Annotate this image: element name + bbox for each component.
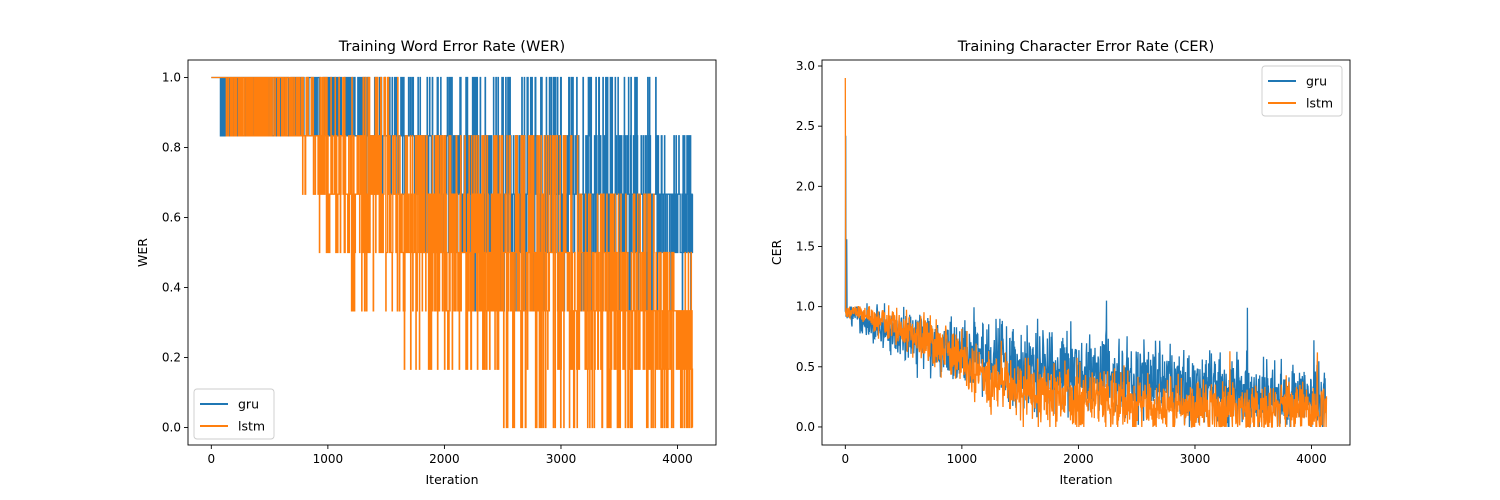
x-tick-label: 2000 bbox=[429, 452, 460, 466]
y-tick-label: 0.6 bbox=[162, 211, 181, 225]
x-tick-label: 1000 bbox=[313, 452, 344, 466]
y-tick-label: 1.0 bbox=[796, 300, 815, 314]
y-tick-label: 0.2 bbox=[162, 351, 181, 365]
x-tick-label: 3000 bbox=[546, 452, 577, 466]
series-group bbox=[844, 77, 1328, 428]
y-tick-label: 2.5 bbox=[796, 119, 815, 133]
plot-frame bbox=[187, 59, 717, 446]
chart-panel-1: Training Word Error Rate (WER) 0 1000 2000 3… bbox=[135, 39, 717, 487]
series-line-lstm bbox=[211, 76, 694, 429]
x-axis-label: Iteration bbox=[425, 472, 478, 487]
chart-panel-2: Training Character Error Rate (CER) 0 1000… bbox=[769, 39, 1351, 487]
series-line-lstm bbox=[844, 77, 1328, 428]
x-tick-label: 4000 bbox=[662, 452, 693, 466]
chart-title: Training Word Error Rate (WER) bbox=[338, 39, 565, 55]
y-tick-label: 0.0 bbox=[162, 421, 181, 435]
x-tick-label: 4000 bbox=[1296, 452, 1327, 466]
y-axis-label: CER bbox=[769, 240, 784, 266]
legend-label-gru: gru bbox=[238, 397, 259, 412]
legend-label-gru: gru bbox=[1306, 74, 1327, 89]
plot-frame bbox=[821, 59, 1351, 446]
x-tick-label: 1000 bbox=[947, 452, 978, 466]
y-tick-label: 1.0 bbox=[162, 71, 181, 85]
y-tick-label: 0.5 bbox=[796, 360, 815, 374]
y-tick-label: 0.4 bbox=[162, 281, 181, 295]
y-tick-label: 0.0 bbox=[796, 420, 815, 434]
x-tick-label: 2000 bbox=[1063, 452, 1094, 466]
chart-title: Training Character Error Rate (CER) bbox=[957, 39, 1215, 55]
y-tick-label: 1.5 bbox=[796, 239, 815, 253]
legend: gru lstm bbox=[1261, 65, 1343, 117]
series-group bbox=[211, 76, 694, 429]
y-axis-label: WER bbox=[135, 238, 150, 267]
legend: gru lstm bbox=[193, 388, 275, 440]
x-axis-label: Iteration bbox=[1059, 472, 1112, 487]
legend-label-lstm: lstm bbox=[1306, 96, 1333, 111]
y-tick-label: 3.0 bbox=[796, 59, 815, 73]
y-tick-label: 0.8 bbox=[162, 141, 181, 155]
legend-label-lstm: lstm bbox=[238, 419, 265, 434]
x-tick-label: 3000 bbox=[1180, 452, 1211, 466]
x-tick-label: 0 bbox=[841, 452, 849, 466]
y-tick-label: 2.0 bbox=[796, 179, 815, 193]
x-tick-label: 0 bbox=[207, 452, 215, 466]
